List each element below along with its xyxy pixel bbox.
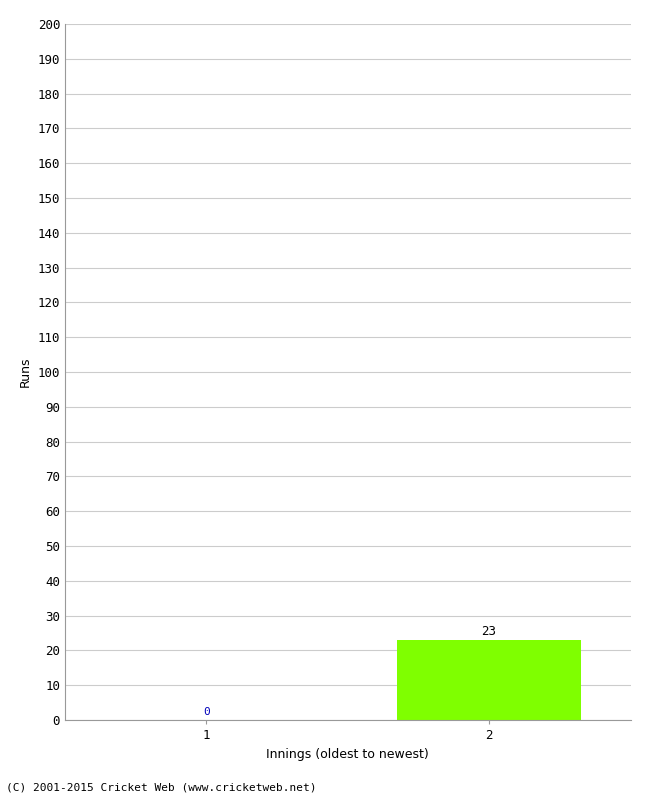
- X-axis label: Innings (oldest to newest): Innings (oldest to newest): [266, 747, 429, 761]
- Text: 23: 23: [482, 626, 497, 638]
- Text: 0: 0: [203, 706, 210, 717]
- Bar: [397, 640, 581, 720]
- Y-axis label: Runs: Runs: [19, 357, 32, 387]
- Text: (C) 2001-2015 Cricket Web (www.cricketweb.net): (C) 2001-2015 Cricket Web (www.cricketwe…: [6, 782, 317, 792]
